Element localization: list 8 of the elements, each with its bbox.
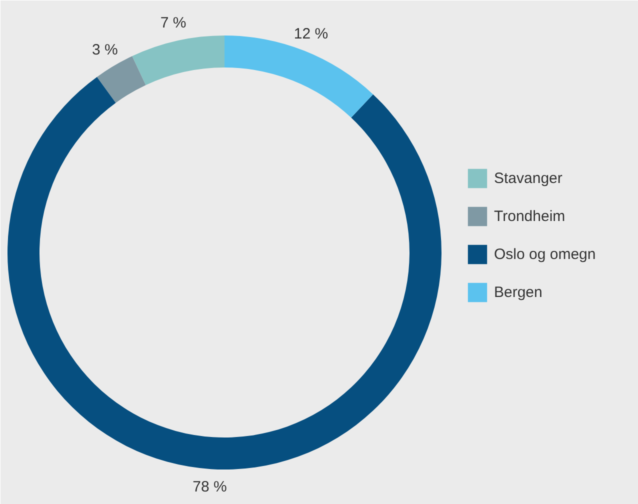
legend-label: Stavanger xyxy=(494,170,562,186)
data-label: 7 % xyxy=(160,14,186,32)
data-label: 78 % xyxy=(192,478,227,496)
data-label: 3 % xyxy=(92,42,118,59)
legend-label: Oslo og omegn xyxy=(494,246,596,262)
legend-label: Trondheim xyxy=(494,208,566,224)
data-label: 12 % xyxy=(294,26,328,43)
legend-label: Bergen xyxy=(494,284,542,300)
